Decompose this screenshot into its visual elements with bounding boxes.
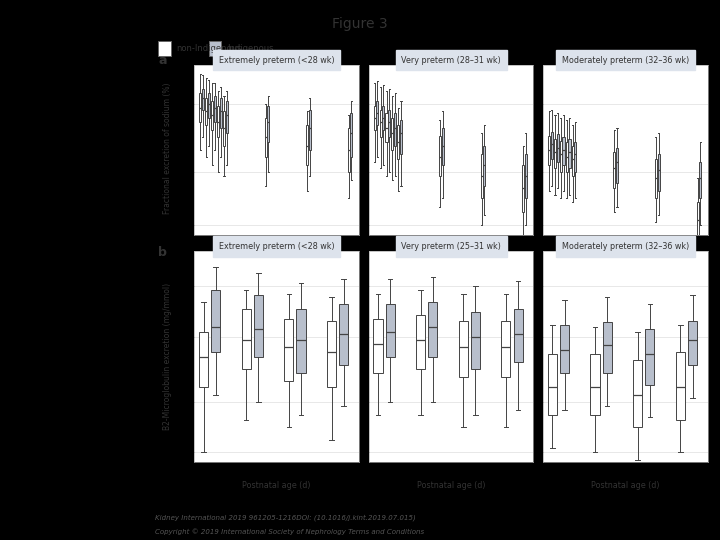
Title: Extremely preterm (<28 wk): Extremely preterm (<28 wk) xyxy=(219,242,335,251)
PathPatch shape xyxy=(397,125,400,159)
PathPatch shape xyxy=(242,309,251,369)
PathPatch shape xyxy=(633,360,642,427)
Text: Kidney International 2019 961205-1216DOI: (10.1016/j.kint.2019.07.015): Kidney International 2019 961205-1216DOI… xyxy=(155,514,415,521)
PathPatch shape xyxy=(688,321,697,364)
PathPatch shape xyxy=(211,101,213,131)
PathPatch shape xyxy=(386,304,395,356)
Text: Copyright © 2019 International Society of Nephrology Terms and Conditions: Copyright © 2019 International Society o… xyxy=(155,528,424,535)
PathPatch shape xyxy=(616,148,618,183)
PathPatch shape xyxy=(297,309,305,373)
PathPatch shape xyxy=(267,105,269,142)
Title: Extremely preterm (<28 wk): Extremely preterm (<28 wk) xyxy=(219,56,335,65)
Title: Moderately preterm (32–36 wk): Moderately preterm (32–36 wk) xyxy=(562,56,689,65)
Title: Very preterm (25–31 wk): Very preterm (25–31 wk) xyxy=(401,242,501,251)
PathPatch shape xyxy=(416,315,426,369)
PathPatch shape xyxy=(699,162,701,198)
PathPatch shape xyxy=(525,154,527,198)
PathPatch shape xyxy=(202,89,204,110)
Text: B2-Microglobulin excretion (mg/mmol): B2-Microglobulin excretion (mg/mmol) xyxy=(163,283,172,430)
Text: Figure 3: Figure 3 xyxy=(332,17,388,31)
PathPatch shape xyxy=(441,128,444,165)
PathPatch shape xyxy=(264,118,266,157)
PathPatch shape xyxy=(348,128,350,172)
PathPatch shape xyxy=(590,354,600,415)
PathPatch shape xyxy=(211,290,220,352)
PathPatch shape xyxy=(400,119,402,154)
PathPatch shape xyxy=(603,322,612,373)
PathPatch shape xyxy=(439,136,441,176)
PathPatch shape xyxy=(566,142,568,172)
PathPatch shape xyxy=(374,105,376,131)
PathPatch shape xyxy=(513,309,523,362)
PathPatch shape xyxy=(306,125,308,165)
Bar xyxy=(209,42,222,56)
PathPatch shape xyxy=(214,96,216,122)
PathPatch shape xyxy=(501,321,510,377)
PathPatch shape xyxy=(379,110,382,137)
Text: a: a xyxy=(158,54,167,67)
PathPatch shape xyxy=(554,139,556,168)
X-axis label: Postnatal age (d): Postnatal age (d) xyxy=(243,481,311,490)
X-axis label: Postnatal age (d): Postnatal age (d) xyxy=(591,254,660,264)
Title: Very preterm (28–31 wk): Very preterm (28–31 wk) xyxy=(401,56,501,65)
PathPatch shape xyxy=(309,110,311,150)
PathPatch shape xyxy=(327,321,336,387)
Text: Fractional excretion of sodium (%): Fractional excretion of sodium (%) xyxy=(163,83,172,214)
PathPatch shape xyxy=(459,321,468,377)
PathPatch shape xyxy=(205,98,207,125)
Text: non-Indigenous: non-Indigenous xyxy=(176,44,242,53)
PathPatch shape xyxy=(471,312,480,369)
PathPatch shape xyxy=(351,113,352,157)
PathPatch shape xyxy=(220,98,222,128)
PathPatch shape xyxy=(655,159,657,198)
PathPatch shape xyxy=(208,93,210,118)
PathPatch shape xyxy=(339,304,348,365)
PathPatch shape xyxy=(392,118,394,150)
PathPatch shape xyxy=(480,154,482,198)
PathPatch shape xyxy=(394,113,396,146)
PathPatch shape xyxy=(254,295,263,356)
PathPatch shape xyxy=(199,93,202,122)
PathPatch shape xyxy=(284,319,294,381)
PathPatch shape xyxy=(560,325,569,373)
PathPatch shape xyxy=(572,146,574,176)
X-axis label: Postnatal age (d): Postnatal age (d) xyxy=(243,254,311,264)
Text: Indigenous: Indigenous xyxy=(227,44,274,53)
PathPatch shape xyxy=(551,132,553,159)
PathPatch shape xyxy=(382,105,384,131)
X-axis label: Postnatal age (d): Postnatal age (d) xyxy=(417,481,485,490)
X-axis label: Postnatal age (d): Postnatal age (d) xyxy=(591,481,660,490)
PathPatch shape xyxy=(385,113,387,142)
PathPatch shape xyxy=(548,136,550,165)
PathPatch shape xyxy=(428,302,437,356)
PathPatch shape xyxy=(645,329,654,385)
PathPatch shape xyxy=(560,140,562,172)
PathPatch shape xyxy=(522,165,524,212)
PathPatch shape xyxy=(225,101,228,133)
PathPatch shape xyxy=(388,110,390,137)
PathPatch shape xyxy=(657,154,660,191)
PathPatch shape xyxy=(483,146,485,186)
X-axis label: Postnatal age (d): Postnatal age (d) xyxy=(417,254,485,264)
Text: b: b xyxy=(158,246,167,259)
PathPatch shape xyxy=(199,332,208,387)
PathPatch shape xyxy=(217,105,219,137)
PathPatch shape xyxy=(696,202,698,237)
PathPatch shape xyxy=(374,319,382,373)
PathPatch shape xyxy=(548,354,557,415)
PathPatch shape xyxy=(377,101,378,125)
Title: Moderately preterm (32–36 wk): Moderately preterm (32–36 wk) xyxy=(562,242,689,251)
PathPatch shape xyxy=(223,111,225,146)
PathPatch shape xyxy=(676,352,685,420)
PathPatch shape xyxy=(562,137,564,165)
PathPatch shape xyxy=(568,139,570,168)
Bar xyxy=(158,42,171,56)
PathPatch shape xyxy=(557,134,559,162)
PathPatch shape xyxy=(575,142,577,172)
PathPatch shape xyxy=(613,152,616,188)
